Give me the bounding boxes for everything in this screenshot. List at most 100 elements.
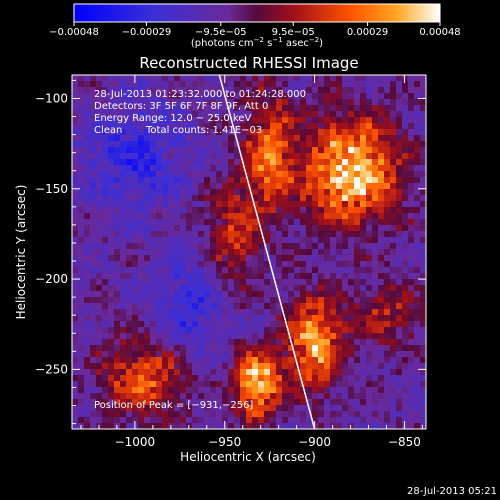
heatmap-cell	[162, 141, 169, 148]
heatmap-cell	[162, 81, 169, 88]
heatmap-cell	[276, 231, 283, 238]
heatmap-cell	[204, 267, 211, 274]
heatmap-cell	[282, 111, 289, 118]
heatmap-cell	[390, 411, 397, 418]
heatmap-cell	[114, 243, 121, 250]
heatmap-cell	[342, 381, 349, 388]
heatmap-cell	[366, 243, 373, 250]
heatmap-cell	[240, 141, 247, 148]
heatmap-cell	[258, 393, 265, 400]
heatmap-cell	[90, 99, 97, 106]
heatmap-cell	[240, 75, 247, 82]
heatmap-cell	[198, 117, 205, 124]
heatmap-cell	[216, 135, 223, 142]
heatmap-cell	[300, 357, 307, 364]
heatmap-cell	[342, 303, 349, 310]
heatmap-cell	[186, 231, 193, 238]
heatmap-cell	[354, 87, 361, 94]
heatmap-cell	[330, 135, 337, 142]
heatmap-cell	[420, 147, 426, 154]
heatmap-cell	[288, 213, 295, 220]
heatmap-cell	[114, 201, 121, 208]
heatmap-cell	[198, 351, 205, 358]
heatmap-cell	[420, 231, 426, 238]
heatmap-cell	[276, 363, 283, 370]
heatmap-cell	[84, 279, 91, 286]
heatmap-cell	[108, 75, 115, 82]
heatmap-cell	[396, 309, 403, 316]
heatmap-cell	[246, 207, 253, 214]
heatmap-cell	[234, 93, 241, 100]
heatmap-cell	[222, 381, 229, 388]
heatmap-cell	[390, 117, 397, 124]
heatmap-cell	[372, 393, 379, 400]
heatmap-cell	[324, 87, 331, 94]
heatmap-cell	[174, 393, 181, 400]
heatmap-cell	[246, 201, 253, 208]
heatmap-cell	[114, 75, 121, 82]
heatmap-cell	[78, 189, 85, 196]
heatmap-cell	[96, 75, 103, 82]
heatmap-cell	[378, 237, 385, 244]
heatmap-cell	[366, 117, 373, 124]
heatmap-cell	[372, 219, 379, 226]
heatmap-cell	[270, 141, 277, 148]
heatmap-cell	[354, 423, 361, 429]
heatmap-cell	[90, 237, 97, 244]
heatmap-cell	[354, 291, 361, 298]
heatmap-cell	[144, 255, 151, 262]
heatmap-cell	[84, 273, 91, 280]
heatmap-cell	[102, 321, 109, 328]
heatmap-cell	[132, 123, 139, 130]
heatmap-cell	[192, 357, 199, 364]
heatmap-cell	[282, 219, 289, 226]
heatmap-cell	[372, 183, 379, 190]
heatmap-cell	[258, 423, 265, 429]
heatmap-cell	[408, 81, 415, 88]
heatmap-cell	[228, 183, 235, 190]
heatmap-cell	[114, 405, 121, 412]
heatmap-cell	[258, 201, 265, 208]
heatmap-cell	[348, 159, 355, 166]
heatmap-cell	[84, 339, 91, 346]
heatmap-cell	[180, 159, 187, 166]
heatmap-cell	[102, 213, 109, 220]
heatmap-cell	[96, 327, 103, 334]
heatmap-cell	[408, 321, 415, 328]
heatmap-cell	[138, 129, 145, 136]
heatmap-cell	[288, 153, 295, 160]
heatmap-cell	[192, 273, 199, 280]
heatmap-cell	[378, 387, 385, 394]
heatmap-cell	[300, 267, 307, 274]
heatmap-cell	[78, 405, 85, 412]
heatmap-cell	[138, 135, 145, 142]
heatmap-cell	[150, 87, 157, 94]
heatmap-cell	[240, 183, 247, 190]
heatmap-cell	[294, 327, 301, 334]
heatmap-cell	[384, 381, 391, 388]
heatmap-cell	[264, 411, 271, 418]
heatmap-cell	[90, 213, 97, 220]
heatmap-cell	[132, 333, 139, 340]
heatmap-cell	[258, 417, 265, 424]
heatmap-cell	[228, 327, 235, 334]
heatmap-cell	[126, 183, 133, 190]
heatmap-cell	[234, 297, 241, 304]
heatmap-cell	[102, 327, 109, 334]
heatmap-cell	[264, 309, 271, 316]
heatmap-cell	[234, 279, 241, 286]
heatmap-cell	[204, 327, 211, 334]
heatmap-cell	[138, 141, 145, 148]
heatmap-cell	[330, 225, 337, 232]
heatmap-cell	[120, 411, 127, 418]
heatmap-cell	[84, 165, 91, 172]
heatmap-cell	[360, 369, 367, 376]
heatmap-cell	[240, 351, 247, 358]
heatmap-cell	[366, 369, 373, 376]
heatmap-cell	[132, 171, 139, 178]
heatmap-cell	[342, 87, 349, 94]
heatmap-cell	[312, 357, 319, 364]
heatmap-cell	[192, 255, 199, 262]
heatmap-cell	[336, 411, 343, 418]
heatmap-cell	[210, 423, 217, 429]
